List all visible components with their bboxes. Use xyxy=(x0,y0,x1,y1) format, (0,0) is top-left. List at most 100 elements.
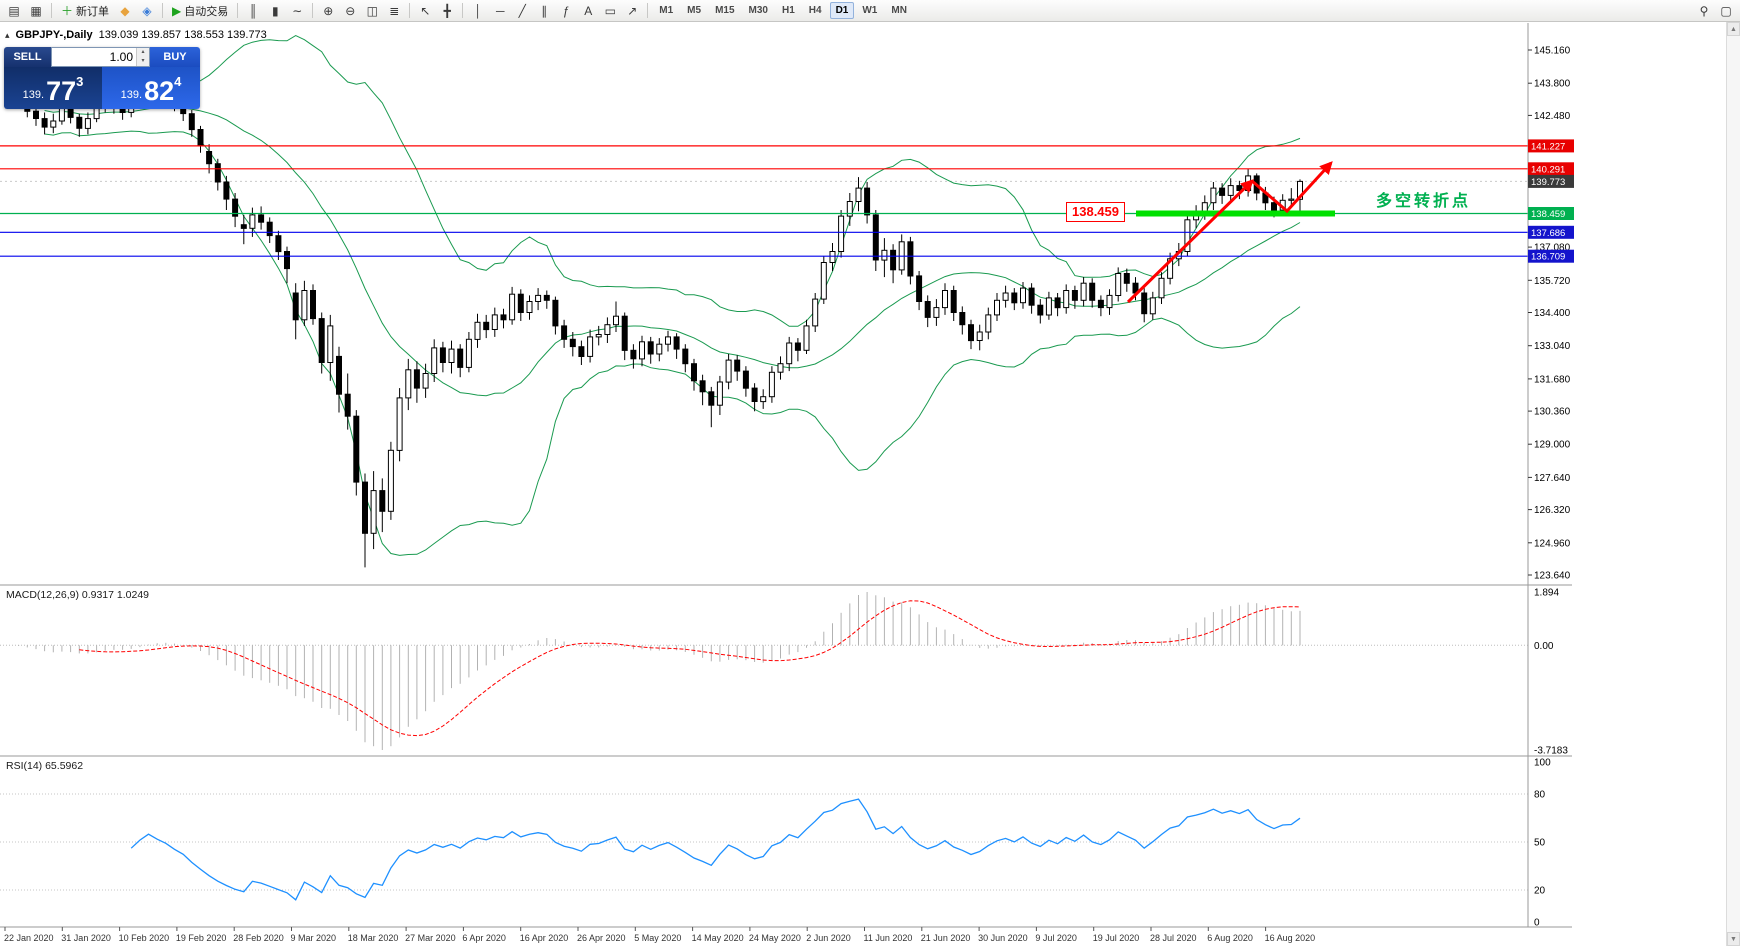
bar-chart-icon: ║ xyxy=(248,3,258,18)
svg-text:80: 80 xyxy=(1534,790,1546,801)
trendline-button[interactable]: ╱ xyxy=(512,1,532,20)
svg-text:9 Mar 2020: 9 Mar 2020 xyxy=(291,933,337,943)
svg-text:14 May 2020: 14 May 2020 xyxy=(692,933,744,943)
line-chart-button[interactable]: ∼ xyxy=(287,1,307,20)
vertical-scrollbar[interactable]: ▲ ▼ xyxy=(1726,22,1740,946)
timeframe-w1-button[interactable]: W1 xyxy=(862,5,878,16)
svg-text:138.459: 138.459 xyxy=(1531,209,1565,220)
arrows-icon: ↗ xyxy=(627,3,638,18)
zoom-out-button[interactable]: ⊖ xyxy=(340,1,360,20)
volume-box: ▴ ▾ xyxy=(51,47,150,67)
bar-chart-button[interactable]: ║ xyxy=(243,1,263,20)
sell-price-big: 77 xyxy=(46,76,77,107)
toolbar-separator xyxy=(51,3,52,18)
time-axis[interactable]: 22 Jan 2020 31 Jan 2020 10 Feb 2020 19 Feb … xyxy=(4,927,1315,943)
timeframe-m30-button[interactable]: M30 xyxy=(748,5,768,16)
collapse-trade-panel-button[interactable]: ▴ xyxy=(5,29,10,40)
new-order-button[interactable]: ＋新订单 xyxy=(57,1,113,20)
svg-text:143.800: 143.800 xyxy=(1534,79,1571,90)
toolbar-separator xyxy=(409,3,411,18)
chart-symbol-label: GBPJPY-,Daily xyxy=(15,29,93,41)
macd-indicator-label: MACD(12,26,9) 0.9317 1.0249 xyxy=(6,589,150,601)
scroll-down-button[interactable]: ▼ xyxy=(1727,932,1740,946)
price-axis[interactable]: 145.160 143.800 142.480 137.080 135.720 134.4… xyxy=(1528,46,1574,929)
svg-text:18 Mar 2020: 18 Mar 2020 xyxy=(348,933,399,943)
svg-text:28 Jul 2020: 28 Jul 2020 xyxy=(1150,933,1197,943)
vertical-line-button[interactable]: │ xyxy=(468,1,488,20)
annotation-text[interactable]: 多空转折点 xyxy=(1376,193,1472,210)
pane-separators xyxy=(0,23,1572,928)
svg-text:142.480: 142.480 xyxy=(1534,111,1571,122)
svg-text:5 May 2020: 5 May 2020 xyxy=(634,933,681,943)
toolbar-separator xyxy=(312,3,314,18)
search-icon: ⚲ xyxy=(1699,3,1709,18)
autotrading-button-label: 自动交易 xyxy=(184,5,229,18)
metaeditor-button[interactable]: ◆ xyxy=(115,1,135,20)
svg-text:16 Aug 2020: 16 Aug 2020 xyxy=(1265,933,1316,943)
timeframe-m1-button[interactable]: M1 xyxy=(659,5,674,16)
volume-decrease-button[interactable]: ▾ xyxy=(137,57,149,66)
metaeditor-icon: ◆ xyxy=(120,3,130,18)
chart-profiles-button[interactable]: ▦ xyxy=(26,1,46,20)
new-chart-button[interactable]: ▤ xyxy=(4,1,24,20)
sell-price-sup: 3 xyxy=(76,74,84,89)
new-chart-icon: ▤ xyxy=(8,3,20,18)
timeframe-mn-button[interactable]: MN xyxy=(891,5,907,16)
timeframe-m15-button[interactable]: M15 xyxy=(715,5,735,16)
text-label-button[interactable]: ▭ xyxy=(600,1,620,20)
fibonacci-icon: ƒ xyxy=(562,3,570,18)
new-order-button-label: 新订单 xyxy=(76,5,110,18)
new-order-icon: ＋ xyxy=(61,3,74,18)
timeframe-h4-button[interactable]: H4 xyxy=(808,5,822,16)
text-label-icon: ▭ xyxy=(604,3,616,18)
timeframe-h1-button[interactable]: H1 xyxy=(781,5,795,16)
candlestick-chart-button[interactable]: ▮ xyxy=(265,1,285,20)
svg-text:145.160: 145.160 xyxy=(1534,46,1571,57)
chart-profiles-icon: ▦ xyxy=(30,3,42,18)
fullscreen-icon: ▢ xyxy=(1720,3,1732,18)
scroll-up-button[interactable]: ▲ xyxy=(1727,22,1740,36)
scrollbar-track[interactable] xyxy=(1727,36,1740,932)
zoom-in-button[interactable]: ⊕ xyxy=(318,1,338,20)
chart-ohlc-values: 139.039 139.857 138.553 139.773 xyxy=(98,29,267,41)
support-price-label[interactable]: 138.459 xyxy=(1066,202,1125,222)
rsi-indicator xyxy=(0,793,1528,901)
volume-increase-button[interactable]: ▴ xyxy=(137,48,149,57)
toolbar-separator xyxy=(462,3,464,18)
thick-support-line[interactable] xyxy=(1136,210,1335,217)
svg-text:-3.7183: -3.7183 xyxy=(1534,746,1568,757)
timeframe-d1-button[interactable]: D1 xyxy=(829,2,855,19)
volume-input[interactable] xyxy=(52,48,136,66)
svg-text:6 Aug 2020: 6 Aug 2020 xyxy=(1207,933,1253,943)
svg-text:28 Feb 2020: 28 Feb 2020 xyxy=(233,933,284,943)
crosshair-button[interactable]: ╋ xyxy=(437,1,457,20)
text-button[interactable]: A xyxy=(578,1,598,20)
search-button[interactable]: ⚲ xyxy=(1694,1,1714,20)
horizontal-line-objects[interactable] xyxy=(0,145,1528,257)
buy-price-display[interactable]: 139. 82 4 xyxy=(102,67,200,109)
autotrading-button[interactable]: ▶ 自动交易 xyxy=(168,1,232,20)
cursor-button[interactable]: ↖ xyxy=(415,1,435,20)
sell-button[interactable]: SELL xyxy=(4,47,51,67)
toolbar-separator xyxy=(162,3,164,18)
candlesticks xyxy=(7,77,1303,568)
fibonacci-button[interactable]: ƒ xyxy=(556,1,576,20)
horizontal-line-button[interactable]: ─ xyxy=(490,1,510,20)
toolbar-separator xyxy=(647,3,649,18)
strategy-tester-button[interactable]: ◈ xyxy=(137,1,157,20)
indicators-button[interactable]: ≣ xyxy=(384,1,404,20)
tile-windows-button[interactable]: ◫ xyxy=(362,1,382,20)
buy-price-big: 82 xyxy=(144,76,175,107)
fullscreen-button[interactable]: ▢ xyxy=(1716,1,1736,20)
timeframe-m5-button[interactable]: M5 xyxy=(687,5,702,16)
sell-price-display[interactable]: 139. 77 3 xyxy=(4,67,102,109)
buy-button[interactable]: BUY xyxy=(150,47,200,67)
svg-text:100: 100 xyxy=(1534,758,1551,769)
vertical-line-icon: │ xyxy=(474,3,483,18)
arrows-button[interactable]: ↗ xyxy=(622,1,642,20)
chart-header: ▴ GBPJPY-,Daily 139.039 139.857 138.553 … xyxy=(5,29,267,41)
equidistant-channel-button[interactable]: ∥ xyxy=(534,1,554,20)
trend-arrows[interactable] xyxy=(1126,161,1333,304)
svg-text:0.00: 0.00 xyxy=(1534,641,1554,652)
